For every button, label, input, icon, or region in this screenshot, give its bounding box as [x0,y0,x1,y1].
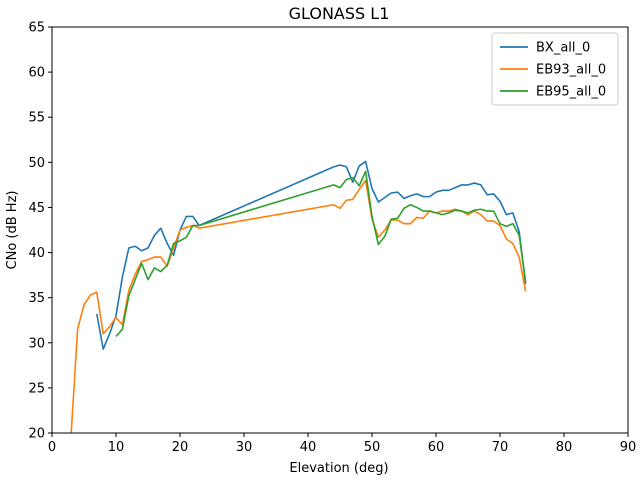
x-tick-label: 50 [364,440,381,455]
legend: BX_all_0 EB93_all_0 EB95_all_0 [491,32,619,106]
legend-label: BX_all_0 [536,41,590,56]
x-tick-label: 70 [492,440,509,455]
y-tick-label: 50 [28,156,45,171]
y-axis-label: CNo (dB Hz) [5,191,20,270]
x-tick-label: 10 [108,440,125,455]
legend-label: EB93_all_0 [536,63,606,78]
y-tick-label: 25 [28,381,45,396]
y-tick-label: 60 [28,66,45,81]
x-tick-label: 30 [236,440,253,455]
y-tick-label: 40 [28,246,45,261]
plot-series [70,160,527,434]
x-tick-label: 90 [620,440,637,455]
y-tick-label: 55 [28,111,45,126]
x-axis-label: Elevation (deg) [289,461,388,476]
y-ticks: 20 25 30 35 40 45 50 55 60 65 [28,21,52,442]
x-tick-label: 0 [48,440,56,455]
y-tick-label: 35 [28,291,45,306]
legend-box [491,32,619,106]
x-ticks: 0 10 20 30 40 50 60 70 80 90 [48,433,636,455]
legend-label: EB95_all_0 [536,85,606,100]
x-tick-label: 40 [300,440,317,455]
x-tick-label: 20 [172,440,189,455]
series-line-bx-all-0 [96,160,527,350]
plot-frame [51,26,629,434]
x-tick-label: 60 [428,440,445,455]
chart-title: GLONASS L1 [289,4,390,23]
x-tick-label: 80 [556,440,573,455]
y-tick-label: 30 [28,336,45,351]
y-tick-label: 20 [28,427,45,442]
y-tick-label: 65 [28,21,45,36]
series-line-eb93-all-0 [70,179,527,434]
series-line-eb95-all-0 [115,170,527,337]
y-tick-label: 45 [28,201,45,216]
